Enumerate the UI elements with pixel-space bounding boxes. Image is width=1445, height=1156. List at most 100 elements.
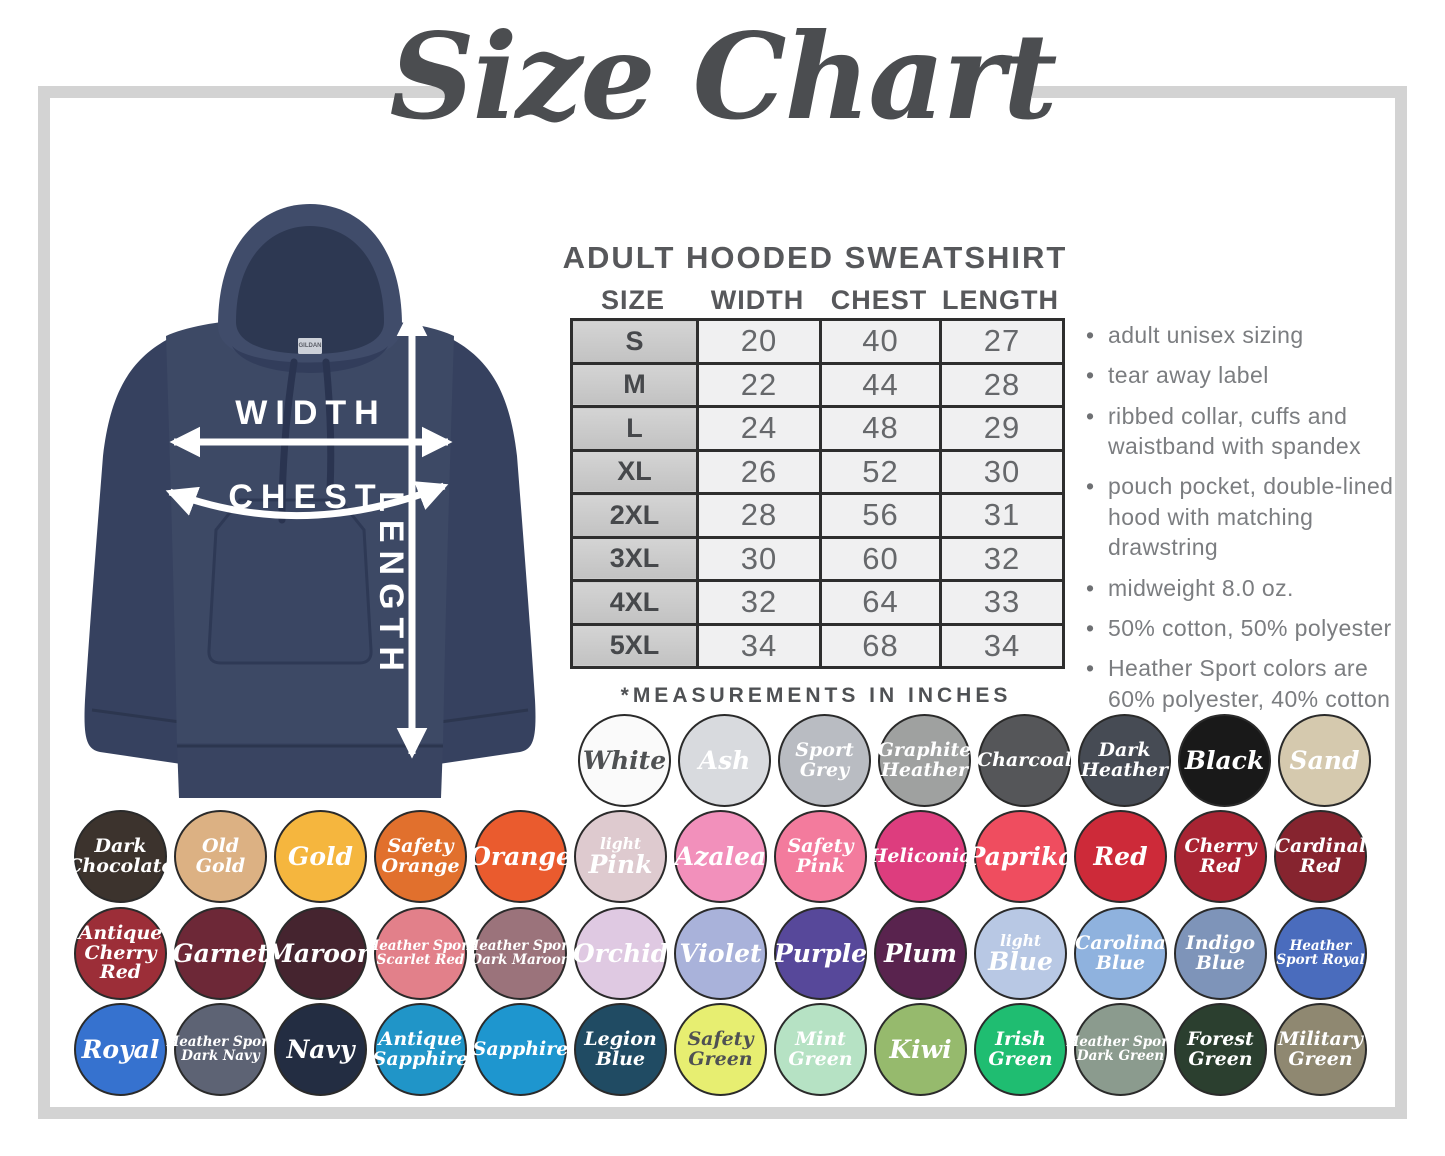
swatch-label-line: Pink (588, 849, 653, 879)
size-label-cell: L (570, 405, 699, 452)
size-table-row: M 22 44 28 (570, 361, 1065, 408)
swatch-label-line: Green (688, 1047, 753, 1070)
swatch-label-line: Garnet (172, 938, 269, 968)
swatch-label-line: White (582, 745, 667, 775)
feature-item: • midweight 8.0 oz. (1086, 573, 1416, 603)
swatch-label-line: Violet (679, 938, 762, 968)
swatch-label-line: Orange (469, 841, 572, 871)
size-label-cell: M (570, 361, 699, 408)
swatch-label-line: Legion (584, 1028, 657, 1051)
swatch-row-reds-purples-blues: Antique Cherry Red Garnet Maroon Heather Spor… (74, 907, 1367, 1000)
swatch-label-line: Heather (1289, 937, 1352, 954)
swatch-label-line: Blue (988, 946, 1053, 976)
color-swatch-navy: Navy (274, 1003, 367, 1096)
swatch-label-line: Scarlet Red (376, 951, 465, 968)
color-swatch-carolina-blue: Carolina Blue (1074, 907, 1167, 1000)
color-swatch-red: Red (1074, 810, 1167, 903)
measurement-cell: 28 (939, 361, 1065, 408)
swatch-label-line: Dark (1098, 739, 1151, 762)
title-border-gap (450, 82, 1032, 102)
hoodie-graphic: GILDAN WIDTH CHEST LENGTH (84, 204, 536, 798)
measurement-cell: 22 (696, 361, 822, 408)
swatch-label-line: Indigo (1185, 932, 1256, 955)
measurement-cell: 28 (696, 492, 822, 539)
color-swatch-garnet: Garnet (172, 907, 269, 1000)
color-swatch-dark-chocolate: Dark Chocolate (67, 810, 174, 903)
swatch-label-line: Kiwi (889, 1034, 952, 1064)
feature-text: midweight 8.0 oz. (1108, 574, 1294, 601)
feature-item: • 50% cotton, 50% polyester (1086, 613, 1416, 643)
measurement-cell: 34 (939, 622, 1065, 669)
swatch-label-line: Cherry (1184, 835, 1257, 858)
size-table: S 20 40 27 M 22 44 28 L 24 48 29 XL 26 52 30 2XL 28 56 31 3X… (570, 318, 1065, 669)
color-swatch-cherry-red: Cherry Red (1174, 810, 1267, 903)
column-header-width: WIDTH (710, 285, 805, 315)
size-label-cell: S (570, 318, 699, 365)
swatch-label-line: Antique (378, 1028, 463, 1051)
swatch-label-line: Blue (595, 1047, 646, 1070)
color-swatch-old-gold: Old Gold (174, 810, 267, 903)
feature-text: adult unisex sizing (1108, 322, 1304, 348)
color-swatch-gold: Gold (274, 810, 367, 903)
color-swatch-violet: Violet (674, 907, 767, 1000)
size-table-row: XL 26 52 30 (570, 448, 1065, 495)
feature-item: • adult unisex sizing (1086, 320, 1416, 350)
width-label: WIDTH (235, 394, 386, 432)
swatch-label-line: Heather Sport (1066, 1033, 1175, 1050)
color-swatch-heather-sport-dark-green: Heather Sport Dark Green (1066, 1003, 1175, 1096)
measurement-cell: 64 (819, 579, 942, 626)
color-swatch-black: Black (1178, 714, 1271, 807)
color-swatch-antique-cherry-red: Antique Cherry Red (74, 907, 167, 1000)
hoodie-waistband (177, 743, 443, 798)
color-swatch-royal: Royal (74, 1003, 167, 1096)
swatch-label-line: Orchid (572, 938, 669, 968)
page-title: Size Chart (389, 7, 1057, 146)
swatch-label-line: Red (1299, 854, 1342, 877)
size-label-cell: 5XL (570, 622, 699, 669)
color-swatch-maroon: Maroon (266, 907, 375, 1000)
color-swatch-light-pink: light Pink (574, 810, 667, 903)
column-header-length: LENGTH (942, 285, 1059, 315)
color-swatch-irish-green: Irish Green (974, 1003, 1067, 1096)
swatch-label-line: Navy (286, 1034, 355, 1064)
color-swatch-paprika: Paprika (967, 810, 1075, 903)
feature-item: • pouch pocket, double-lined hood with ma… (1086, 471, 1416, 562)
color-swatch-sport-grey: Sport Grey (778, 714, 871, 807)
size-table-row: 4XL 32 64 33 (570, 579, 1065, 626)
swatch-label-line: Green (1288, 1047, 1353, 1070)
swatch-label-line: Sand (1289, 745, 1360, 775)
measurement-cell: 44 (819, 361, 942, 408)
bullet-icon: • (1086, 655, 1095, 682)
swatch-label-line: Heather Sport (466, 937, 575, 954)
hoodie-illustration: GILDAN WIDTH CHEST LENGTH (70, 198, 550, 808)
swatch-label-line: Plum (884, 938, 957, 968)
color-swatch-orchid: Orchid (572, 907, 669, 1000)
swatch-label-line: Old (201, 835, 240, 858)
measurement-cell: 24 (696, 405, 822, 452)
color-swatch-cardinal-red: Cardinal Red (1274, 810, 1367, 903)
color-swatch-heather-sport-royal: Heather Sport Royal (1274, 907, 1367, 1000)
swatch-label-line: Forest (1187, 1028, 1254, 1051)
bullet-icon: • (1086, 574, 1095, 601)
color-swatch-heather-sport-dark-maroon: Heather Sport Dark Maroon (466, 907, 575, 1000)
swatch-label-line: Dark Maroon (470, 951, 571, 968)
swatch-label-line: Dark Navy (181, 1047, 260, 1064)
page-border-frame (38, 86, 1407, 1119)
color-swatch-light-blue: light Blue (974, 907, 1067, 1000)
color-swatch-safety-orange: Safety Orange (374, 810, 467, 903)
color-swatch-ash: Ash (678, 714, 771, 807)
swatch-label-line: Green (788, 1047, 853, 1070)
color-swatch-indigo-blue: Indigo Blue (1174, 907, 1267, 1000)
swatch-label-line: Azalea (674, 841, 767, 871)
hoodie-drawstring-right (322, 358, 335, 494)
swatch-label-line: Sapphire (472, 1037, 569, 1060)
color-swatch-kiwi: Kiwi (874, 1003, 967, 1096)
color-swatch-legion-blue: Legion Blue (574, 1003, 667, 1096)
measurement-cell: 32 (939, 535, 1065, 582)
size-label-cell: 2XL (570, 492, 699, 539)
measurement-cell: 34 (696, 622, 822, 669)
color-swatch-military-green: Military Green (1274, 1003, 1367, 1096)
color-swatch-sand: Sand (1278, 714, 1371, 807)
color-swatch-purple: Purple (774, 907, 867, 1000)
